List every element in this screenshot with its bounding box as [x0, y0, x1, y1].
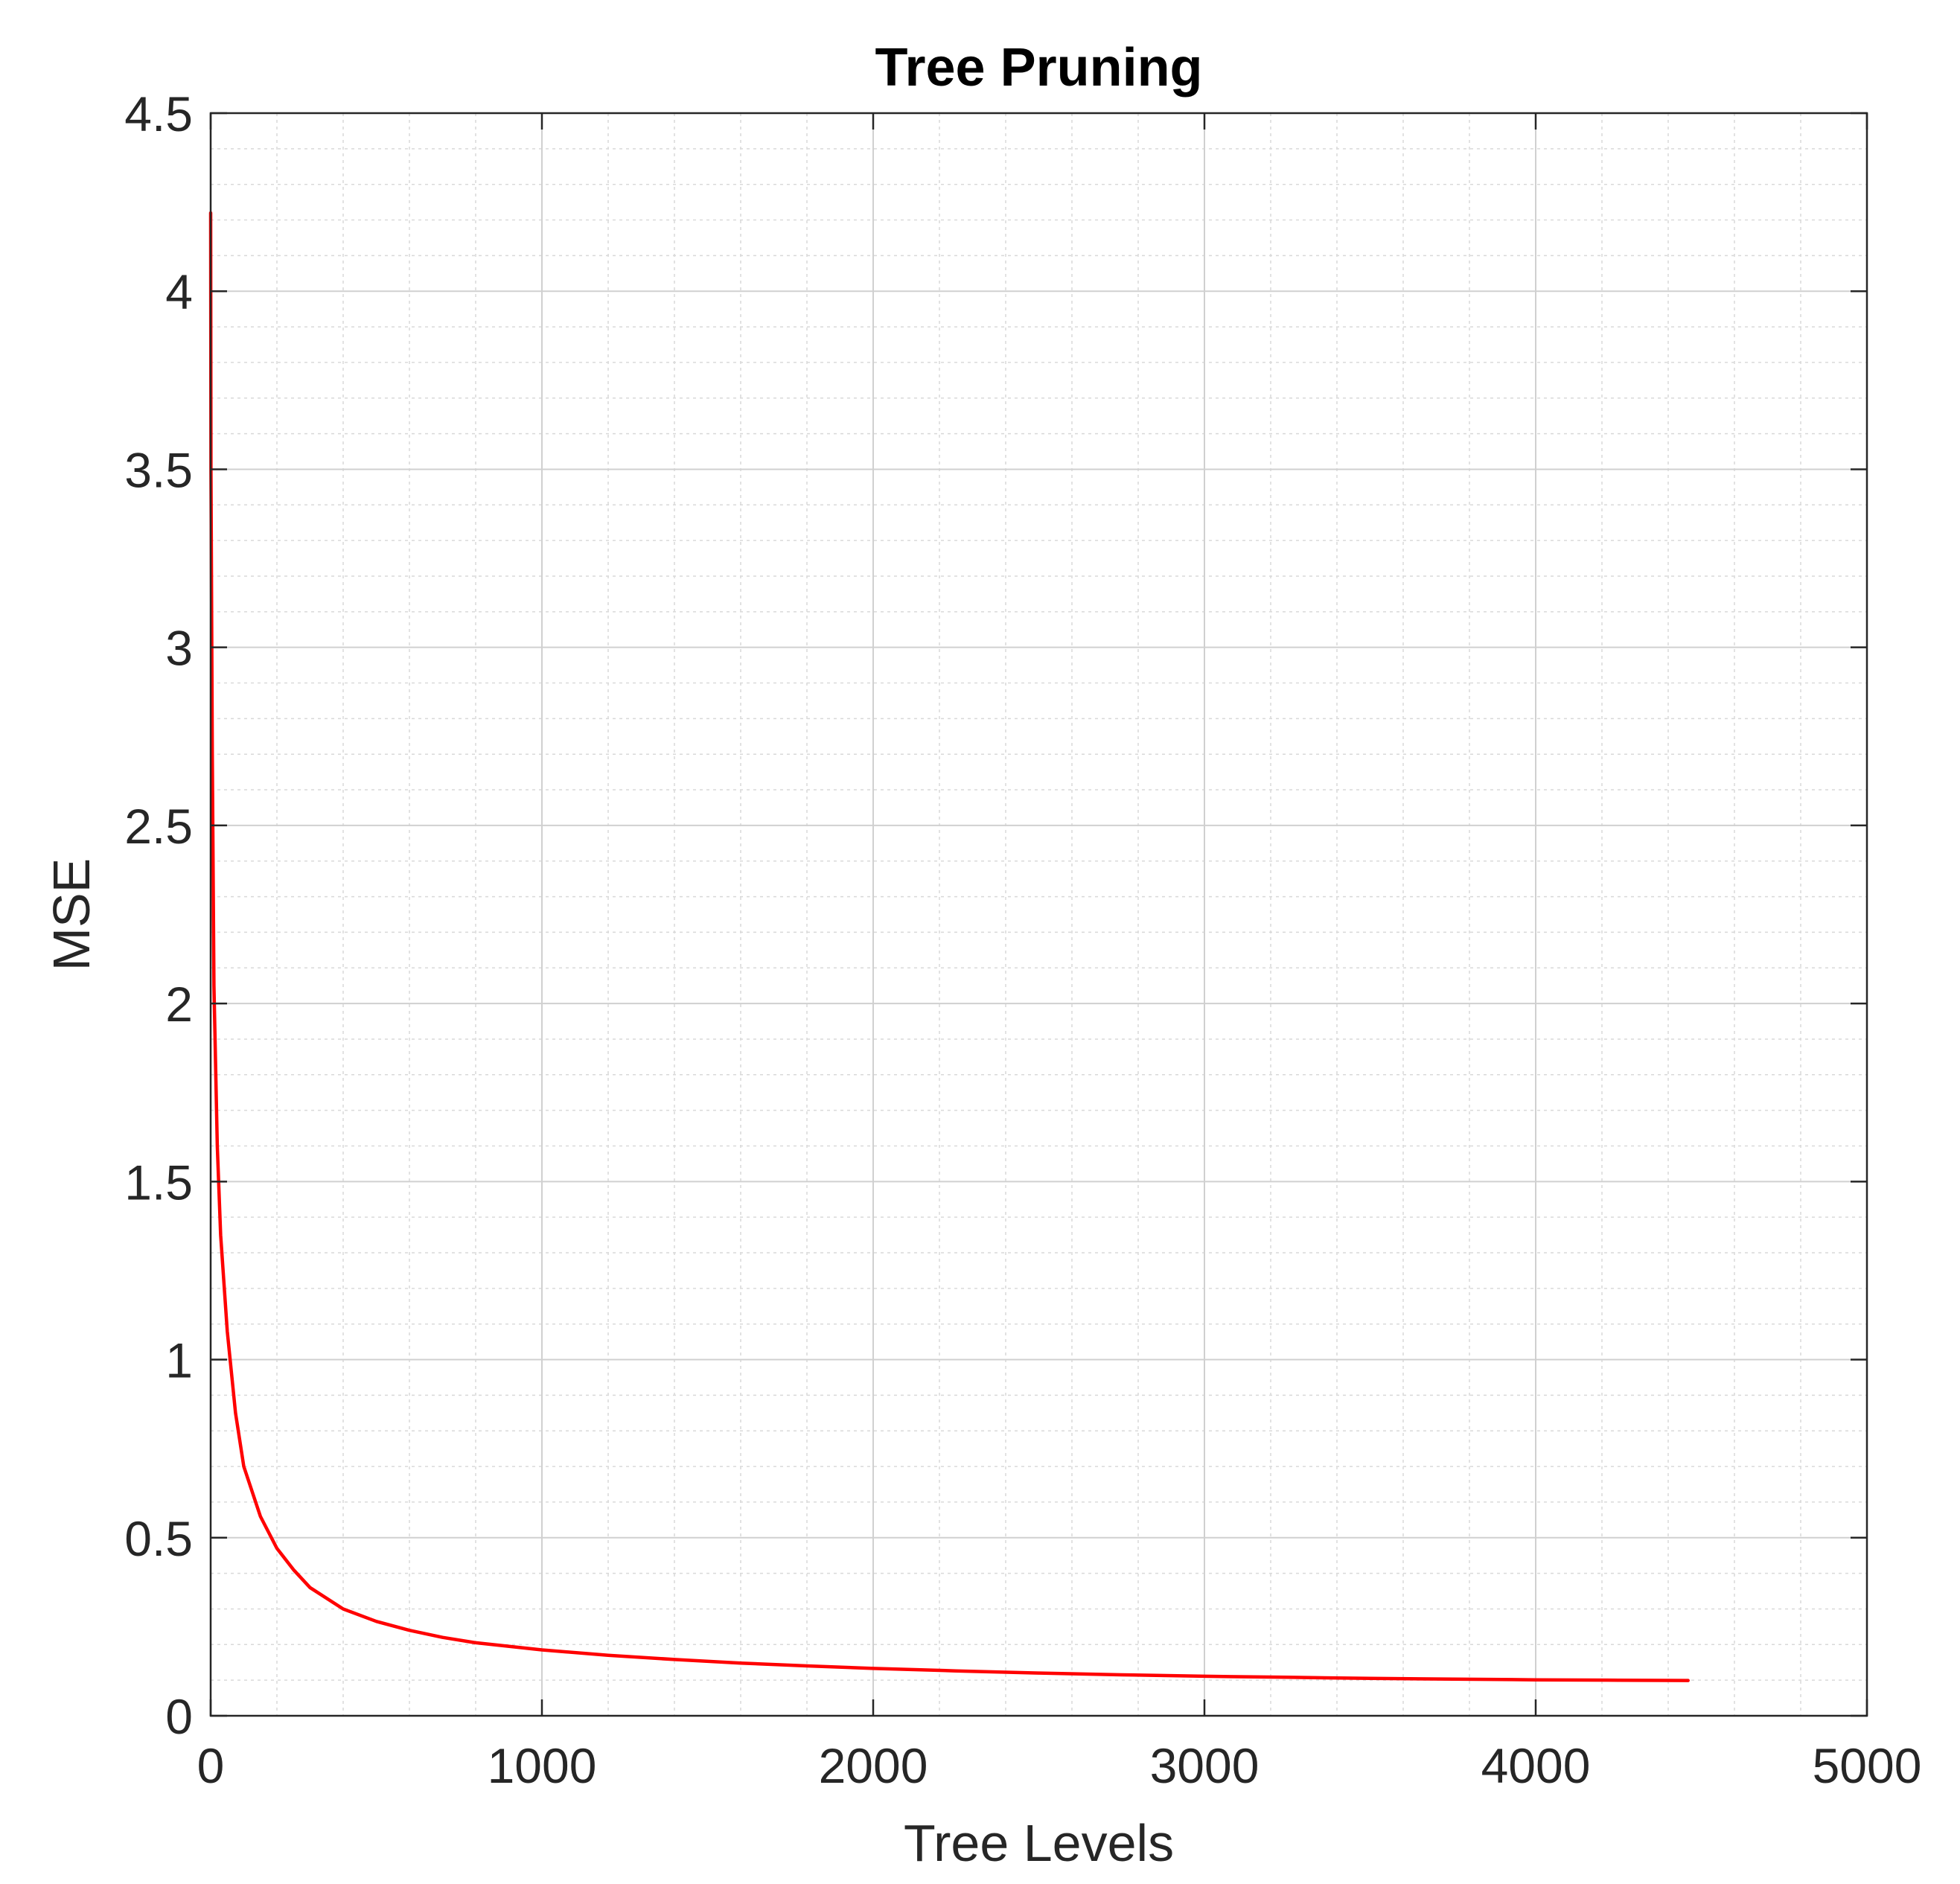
- y-tick-label: 4.5: [124, 86, 193, 141]
- plot-area: [211, 113, 1867, 1716]
- chart-title: Tree Pruning: [875, 38, 1202, 98]
- y-tick-label: 3.5: [124, 442, 193, 497]
- y-tick-label: 0: [165, 1689, 193, 1744]
- x-tick-label: 0: [197, 1738, 225, 1793]
- minor-grid: [211, 113, 1867, 1716]
- y-axis-label: MSE: [42, 858, 100, 971]
- series-line-0: [208, 211, 1690, 1682]
- x-tick-label: 4000: [1481, 1738, 1591, 1793]
- axis-ticks: [209, 112, 1868, 1717]
- x-tick-label: 1000: [488, 1738, 597, 1793]
- plot-frame: [209, 112, 1868, 1717]
- y-tick-label: 3: [165, 621, 193, 676]
- y-tick-label: 1.5: [124, 1155, 193, 1210]
- y-tick-label: 4: [165, 264, 193, 319]
- y-tick-label: 2.5: [124, 799, 193, 854]
- x-tick-label: 2000: [819, 1738, 928, 1793]
- tick-labels: 0 1000 2000 3000 4000 5000 0 0.5 1 1.5 2 2.5 3 3.5 4 4.…: [124, 86, 1921, 1793]
- y-tick-label: 2: [165, 977, 193, 1032]
- x-tick-label: 5000: [1813, 1738, 1922, 1793]
- x-tick-label: 3000: [1150, 1738, 1260, 1793]
- y-tick-label: 1: [165, 1333, 193, 1388]
- x-axis-label: Tree Levels: [904, 1814, 1174, 1872]
- series-layer: [208, 211, 1690, 1682]
- y-tick-label: 0.5: [124, 1511, 193, 1566]
